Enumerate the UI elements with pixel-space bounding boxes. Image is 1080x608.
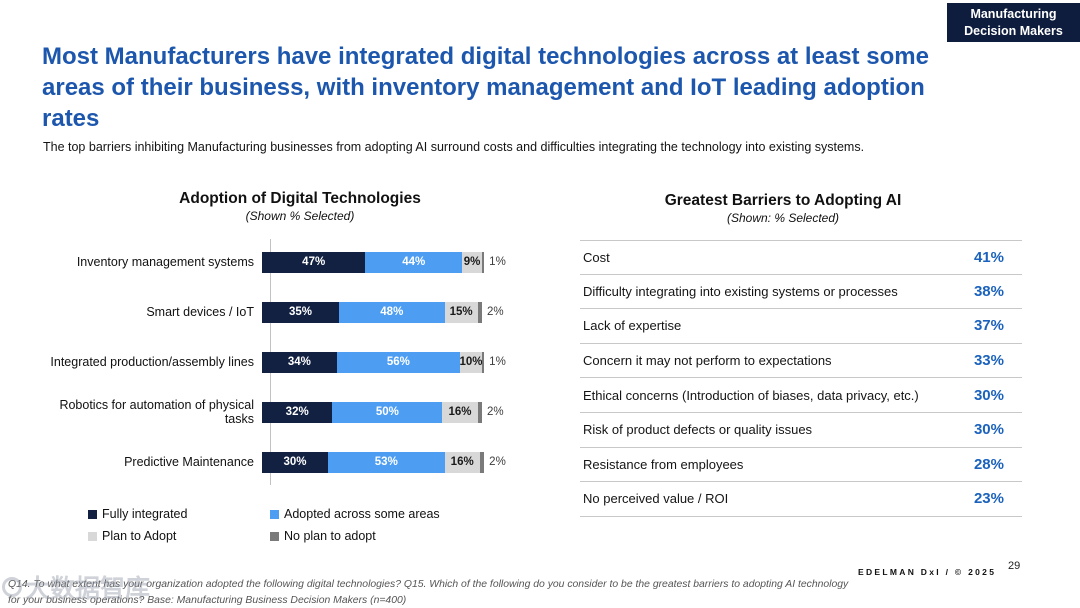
barrier-label: No perceived value / ROI xyxy=(583,491,729,507)
legend-label: No plan to adopt xyxy=(284,529,376,543)
bar-segment xyxy=(479,451,485,473)
stacked-bar: 47% 44% 9% 1% xyxy=(262,251,506,273)
barrier-row: No perceived value / ROI 23% xyxy=(580,482,1022,517)
chart-legend: Fully integrated Adopted across some area… xyxy=(88,507,440,543)
bar-segment: 53% xyxy=(328,451,445,473)
bar-segment xyxy=(477,401,482,423)
badge-line-2: Decision Makers xyxy=(964,23,1063,38)
adoption-chart-subtitle: (Shown % Selected) xyxy=(245,209,355,223)
stacked-bar: 34% 56% 10% 1% xyxy=(262,351,506,373)
chart-row: Inventory management systems 47% 44% 9% 1% xyxy=(40,237,560,287)
barrier-label: Ethical concerns (Introduction of biases… xyxy=(583,387,919,403)
barrier-row: Difficulty integrating into existing sys… xyxy=(580,275,1022,310)
barrier-value: 28% xyxy=(973,455,1004,473)
chart-category-label: Predictive Maintenance xyxy=(124,454,254,469)
chart-row: Integrated production/assembly lines 34% 5… xyxy=(40,337,560,387)
chart-row: Predictive Maintenance 30% 53% 16% 2% xyxy=(40,437,560,487)
barrier-row: Concern it may not perform to expectatio… xyxy=(580,344,1022,379)
barrier-label: Lack of expertise xyxy=(583,318,682,334)
barrier-row: Ethical concerns (Introduction of biases… xyxy=(580,378,1022,413)
bar-segment: 56% xyxy=(336,351,460,373)
bar-segment: 10% xyxy=(459,351,483,373)
barrier-value: 23% xyxy=(973,490,1004,508)
barriers-table-subtitle: (Shown: % Selected) xyxy=(726,211,840,225)
barriers-table-title: Greatest Barriers to Adopting AI xyxy=(664,192,902,209)
bar-outside-label: 1% xyxy=(489,356,506,368)
barrier-label: Concern it may not perform to expectatio… xyxy=(583,353,832,369)
barrier-row: Risk of product defects or quality issue… xyxy=(580,413,1022,448)
bar-segment: 34% xyxy=(262,351,337,373)
chart-category-label: Robotics for automation of physical task… xyxy=(59,397,254,426)
bar-segment: 9% xyxy=(462,251,482,273)
brand-credit: EDELMAN DxI / © 2025 xyxy=(858,567,997,577)
badge-line-1: Manufacturing xyxy=(970,7,1057,22)
watermark: 大数据智库 xyxy=(2,569,150,605)
page-title: Most Manufacturers have integrated digit… xyxy=(42,43,929,132)
barrier-label: Cost xyxy=(583,249,610,265)
barrier-label: Difficulty integrating into existing sys… xyxy=(583,283,898,299)
chart-category-label: Integrated production/assembly lines xyxy=(50,354,254,369)
page-number: 29 xyxy=(1008,560,1021,572)
barrier-value: 41% xyxy=(973,248,1004,266)
legend-label: Plan to Adopt xyxy=(102,529,177,543)
chart-row: Smart devices / IoT 35% 48% 15% 2% xyxy=(40,287,560,337)
legend-item: No plan to adopt xyxy=(270,529,440,543)
legend-label: Adopted across some areas xyxy=(284,507,440,521)
stacked-bar: 32% 50% 16% 2% xyxy=(262,401,504,423)
bar-segment xyxy=(481,351,485,373)
bar-outside-label: 2% xyxy=(486,306,504,318)
bar-segment xyxy=(477,301,482,323)
barrier-row: Resistance from employees 28% xyxy=(580,448,1022,483)
adoption-stacked-bar-chart: Inventory management systems 47% 44% 9% 1% Sm… xyxy=(40,237,560,487)
bar-segment: 50% xyxy=(332,401,443,423)
barrier-value: 30% xyxy=(973,386,1004,404)
bar-segment: 35% xyxy=(262,301,339,323)
barrier-value: 38% xyxy=(973,282,1004,300)
stacked-bar: 35% 48% 15% 2% xyxy=(262,301,504,323)
legend-swatch-icon xyxy=(88,531,97,541)
bar-segment: 47% xyxy=(262,251,366,273)
bar-segment: 32% xyxy=(262,401,333,423)
barrier-row: Lack of expertise 37% xyxy=(580,309,1022,344)
legend-swatch-icon xyxy=(270,509,279,519)
barriers-table: Cost 41% Difficulty integrating into exist… xyxy=(580,240,1022,517)
bar-segment: 48% xyxy=(339,301,445,323)
page-subtitle: The top barriers inhibiting Manufacturin… xyxy=(43,140,865,154)
barrier-label: Resistance from employees xyxy=(583,456,744,472)
legend-label: Fully integrated xyxy=(102,507,188,521)
bar-outside-label: 2% xyxy=(489,456,506,468)
chart-category-label: Smart devices / IoT xyxy=(146,304,254,319)
bar-segment: 16% xyxy=(444,451,480,473)
legend-item: Plan to Adopt xyxy=(88,529,270,543)
legend-swatch-icon xyxy=(270,531,279,541)
bar-segment: 16% xyxy=(442,401,478,423)
legend-item: Fully integrated xyxy=(88,507,270,521)
bar-outside-label: 2% xyxy=(486,406,504,418)
bar-segment xyxy=(481,251,485,273)
bar-segment: 44% xyxy=(365,251,463,273)
chart-category-label: Inventory management systems xyxy=(76,254,254,269)
adoption-chart-title: Adoption of Digital Technologies xyxy=(179,190,421,207)
legend-swatch-icon xyxy=(88,509,97,519)
barrier-value: 37% xyxy=(973,317,1004,335)
audience-badge: Manufacturing Decision Makers xyxy=(947,3,1080,42)
watermark-logo-icon xyxy=(2,577,22,597)
barrier-row: Cost 41% xyxy=(580,240,1022,275)
barrier-value: 33% xyxy=(973,352,1004,370)
bar-outside-label: 1% xyxy=(489,256,506,268)
chart-rows: Inventory management systems 47% 44% 9% 1% Sm… xyxy=(40,237,560,487)
bar-segment: 30% xyxy=(262,451,328,473)
watermark-text: 大数据智库 xyxy=(25,575,151,603)
footnote: Q14. To what extent has your organizatio… xyxy=(8,579,849,607)
stacked-bar: 30% 53% 16% 2% xyxy=(262,451,506,473)
bar-segment: 15% xyxy=(444,301,478,323)
legend-item: Adopted across some areas xyxy=(270,507,440,521)
barrier-value: 30% xyxy=(973,421,1004,439)
barrier-label: Risk of product defects or quality issue… xyxy=(583,422,813,438)
chart-row: Robotics for automation of physical task… xyxy=(40,387,560,437)
